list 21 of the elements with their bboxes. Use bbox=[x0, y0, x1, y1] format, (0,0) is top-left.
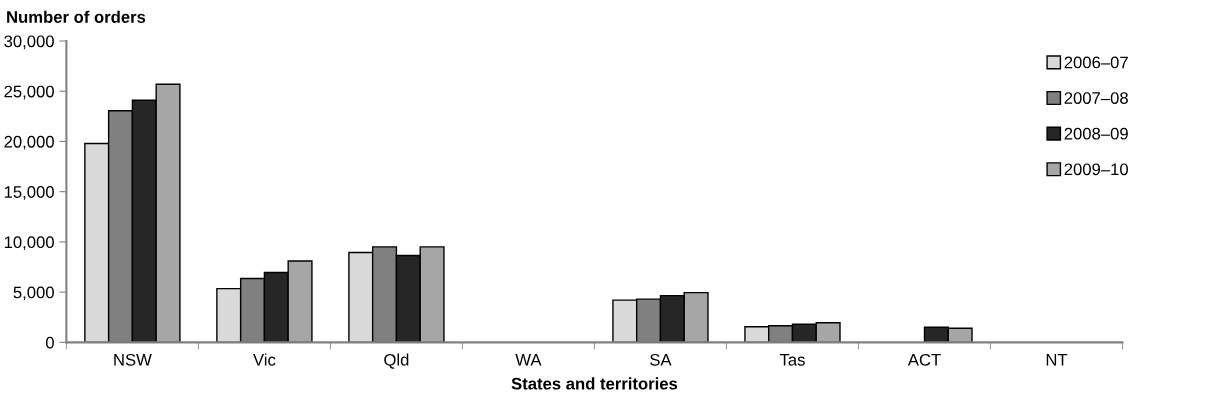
y-tick-label: 30,000 bbox=[4, 35, 54, 50]
legend-label: 2008–09 bbox=[1064, 127, 1128, 140]
y-tick-label: 5,000 bbox=[13, 286, 54, 301]
y-tick-label: 10,000 bbox=[4, 236, 54, 251]
legend-label: 2007–08 bbox=[1064, 92, 1128, 104]
x-tick-label: NSW bbox=[114, 353, 152, 366]
x-tick-label: NT bbox=[1046, 354, 1068, 366]
x-tick-label: Tas bbox=[779, 354, 805, 366]
x-tick-label: Qld bbox=[384, 353, 409, 369]
legend-label: 2006–07 bbox=[1064, 56, 1128, 69]
x-tick-label: ACT bbox=[907, 353, 941, 366]
y-tick-label: 0 bbox=[45, 336, 54, 349]
x-tick-label: WA bbox=[515, 354, 542, 366]
y-tick-label: 20,000 bbox=[4, 135, 54, 150]
y-tick-label: 25,000 bbox=[4, 85, 54, 100]
y-axis-title: Number of orders bbox=[7, 10, 146, 23]
legend-label: 2009–10 bbox=[1064, 163, 1128, 176]
x-axis-title: States and territories bbox=[511, 377, 678, 390]
x-tick-label: Vic bbox=[253, 353, 276, 366]
x-tick-label: SA bbox=[650, 353, 672, 366]
y-tick-label: 15,000 bbox=[4, 186, 54, 200]
